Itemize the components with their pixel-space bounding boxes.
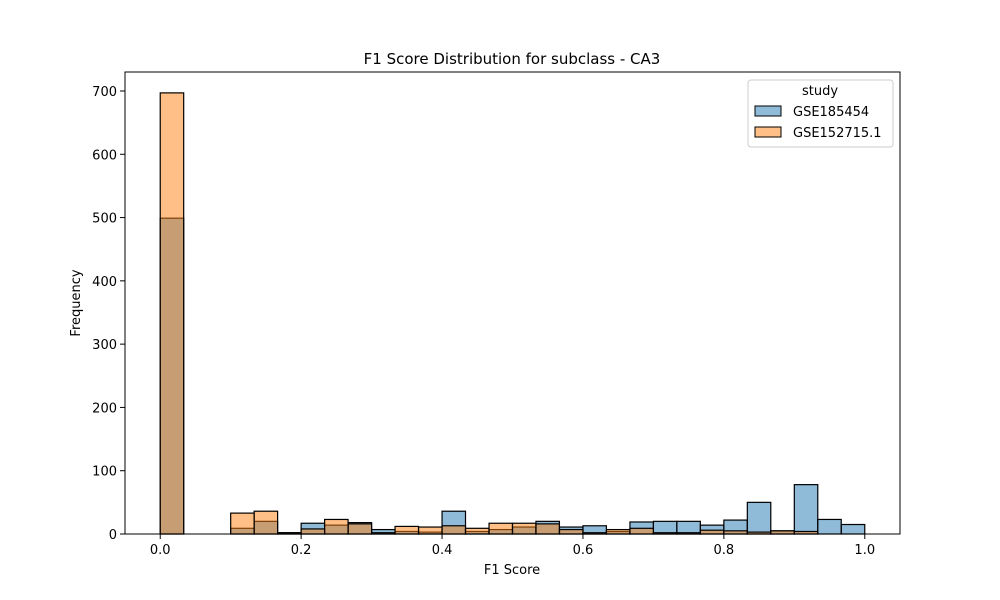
bar-gse1527151-0 bbox=[159, 92, 185, 535]
bar-gse1527151-23 bbox=[699, 529, 725, 535]
y-tick-label: 700 bbox=[92, 85, 117, 100]
bar-gse1527151-16 bbox=[535, 523, 561, 535]
series-gse185454-bars bbox=[159, 217, 866, 535]
legend-box bbox=[747, 79, 894, 148]
x-tick-label: 0.6 bbox=[573, 543, 594, 558]
bar-gse1527151-8 bbox=[347, 523, 373, 535]
bar-gse185454-28 bbox=[817, 518, 842, 535]
bar-gse185454-27 bbox=[793, 484, 819, 535]
x-tick-label: 0.4 bbox=[432, 543, 453, 558]
y-tick-label: 200 bbox=[92, 401, 117, 416]
bar-gse1527151-6 bbox=[300, 528, 326, 535]
legend: study GSE185454 GSE152715.1 bbox=[747, 79, 894, 148]
y-tick-label: 600 bbox=[92, 148, 117, 163]
chart-title: F1 Score Distribution for subclass - CA3 bbox=[364, 50, 661, 68]
bar-gse1527151-19 bbox=[605, 528, 631, 535]
y-tick-label: 100 bbox=[92, 465, 117, 480]
x-tick-label: 0.2 bbox=[291, 543, 312, 558]
bar-gse1527151-14 bbox=[488, 522, 514, 535]
y-tick-label: 0 bbox=[109, 528, 117, 543]
legend-label-gse152715: GSE152715.1 bbox=[793, 126, 882, 141]
bar-gse185454-21 bbox=[652, 520, 678, 535]
bar-gse1527151-20 bbox=[629, 527, 655, 535]
bar-gse1527151-7 bbox=[323, 518, 349, 535]
y-tick-label: 500 bbox=[92, 212, 117, 227]
bar-gse1527151-13 bbox=[464, 527, 490, 535]
bar-gse185454-29 bbox=[840, 523, 866, 535]
y-axis-ticks: 0 100 200 300 400 500 600 700 bbox=[92, 85, 125, 543]
y-tick-label: 300 bbox=[92, 338, 117, 353]
x-tick-label: 0.8 bbox=[714, 543, 735, 558]
legend-swatch-gse152715 bbox=[754, 126, 782, 138]
y-axis-label: Frequency bbox=[69, 269, 84, 336]
legend-title: study bbox=[802, 84, 838, 99]
bar-gse1527151-3 bbox=[230, 512, 255, 535]
x-axis-label: F1 Score bbox=[484, 563, 540, 578]
x-tick-label: 0.0 bbox=[150, 543, 171, 558]
bar-gse1527151-12 bbox=[441, 525, 467, 535]
bar-gse1527151-11 bbox=[417, 526, 443, 535]
x-axis-ticks: 0.0 0.2 0.4 0.6 0.8 1.0 bbox=[150, 534, 875, 558]
bar-gse1527151-10 bbox=[394, 525, 420, 535]
bar-gse185454-22 bbox=[676, 520, 701, 535]
series-gse152715-bars bbox=[159, 92, 819, 535]
legend-swatch-gse185454 bbox=[754, 105, 782, 117]
bar-gse1527151-17 bbox=[558, 528, 584, 535]
bar-gse1527151-15 bbox=[511, 522, 537, 535]
bar-gse185454-25 bbox=[746, 501, 772, 535]
plot-frame bbox=[124, 71, 901, 535]
y-tick-label: 400 bbox=[92, 275, 117, 290]
bar-gse1527151-4 bbox=[253, 510, 279, 535]
legend-label-gse185454: GSE185454 bbox=[793, 105, 869, 120]
x-tick-label: 1.0 bbox=[854, 543, 875, 558]
